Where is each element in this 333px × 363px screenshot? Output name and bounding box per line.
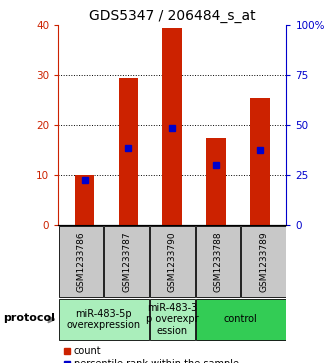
Bar (150, 226, 195, 297)
Text: GSM1233787: GSM1233787 (122, 231, 131, 292)
Bar (195, 298, 286, 340)
Text: GSM1233790: GSM1233790 (168, 231, 177, 292)
Legend: count, percentile rank within the sample: count, percentile rank within the sample (63, 346, 239, 363)
Bar (119, 78, 138, 225)
Bar (241, 226, 286, 297)
Bar (59, 298, 149, 340)
Text: GSM1233789: GSM1233789 (259, 231, 268, 292)
Bar (250, 98, 270, 225)
Text: GSM1233786: GSM1233786 (77, 231, 86, 292)
Bar (104, 226, 149, 297)
Text: miR-483-5p
overexpression: miR-483-5p overexpression (67, 309, 141, 330)
Title: GDS5347 / 206484_s_at: GDS5347 / 206484_s_at (89, 9, 256, 23)
Text: protocol: protocol (3, 313, 55, 323)
Bar (195, 226, 240, 297)
Text: GSM1233788: GSM1233788 (213, 231, 222, 292)
Bar (163, 28, 182, 225)
Bar (75, 175, 95, 225)
Text: miR-483-3
p overexpr
ession: miR-483-3 p overexpr ession (146, 303, 199, 336)
Text: control: control (224, 314, 258, 325)
Bar (206, 138, 226, 225)
Bar (150, 298, 195, 340)
Bar (59, 226, 104, 297)
